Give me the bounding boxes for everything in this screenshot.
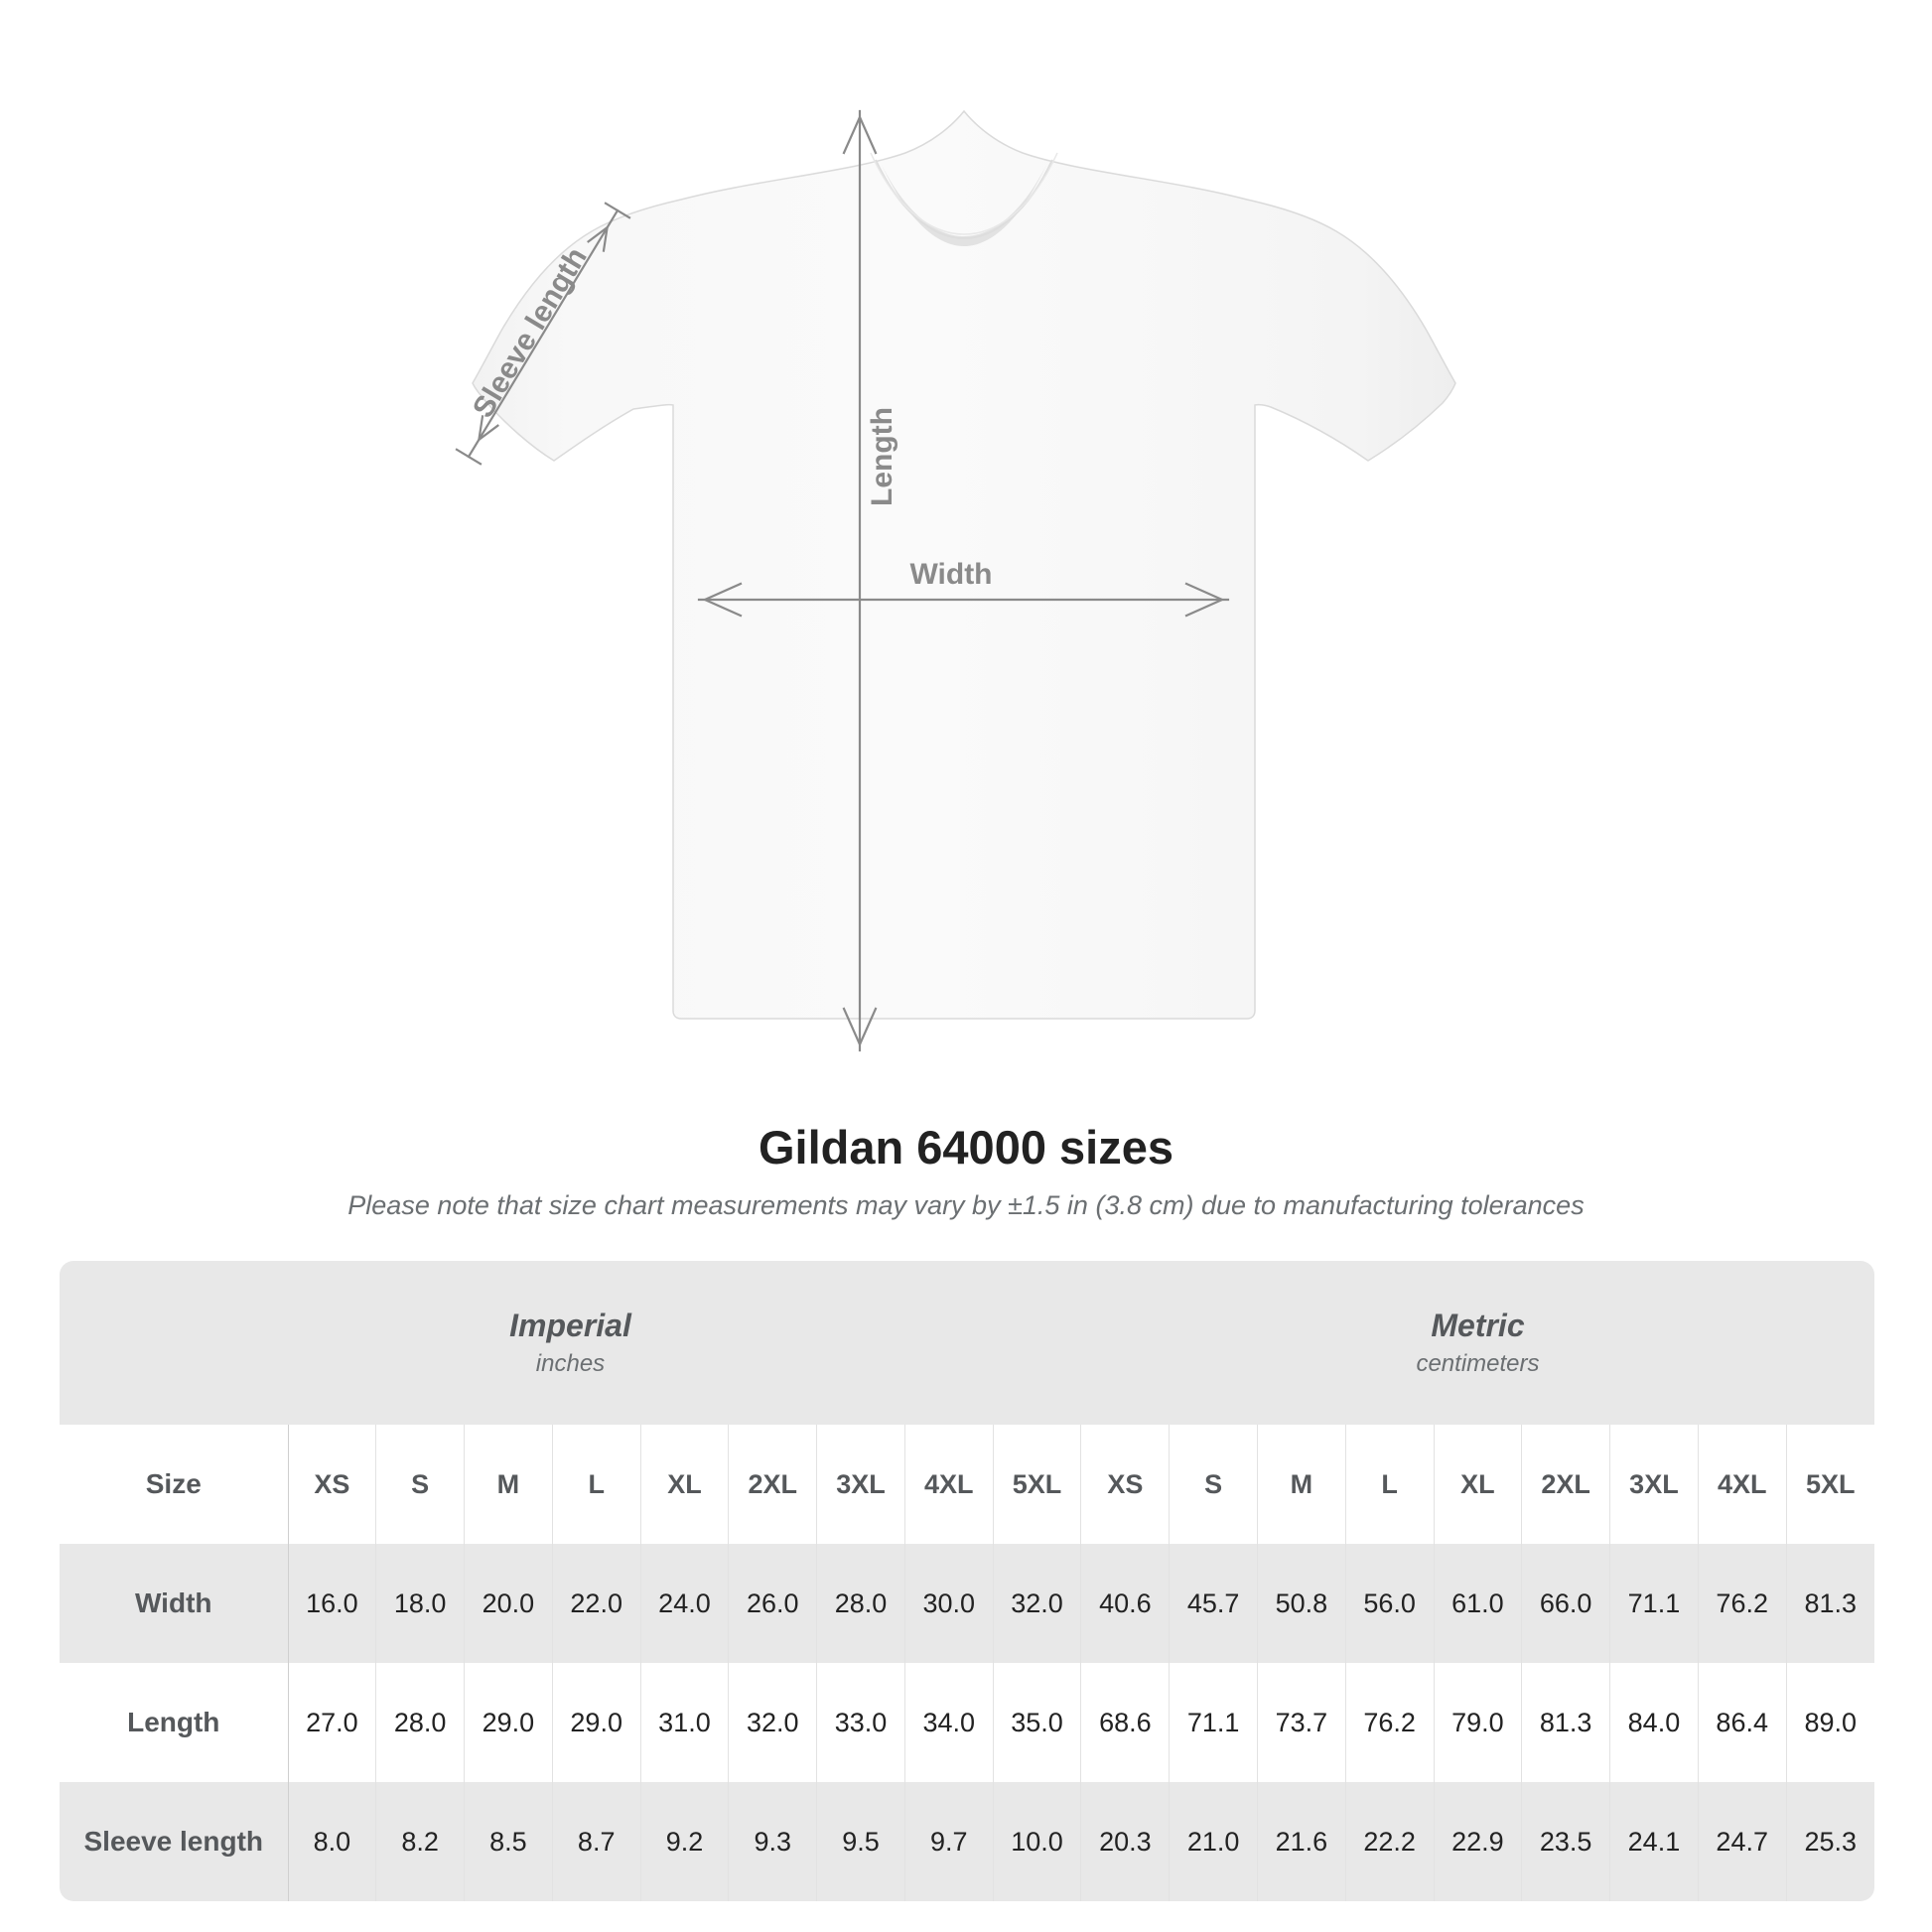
svg-text:Length: Length — [866, 407, 898, 506]
svg-text:Width: Width — [909, 558, 992, 591]
